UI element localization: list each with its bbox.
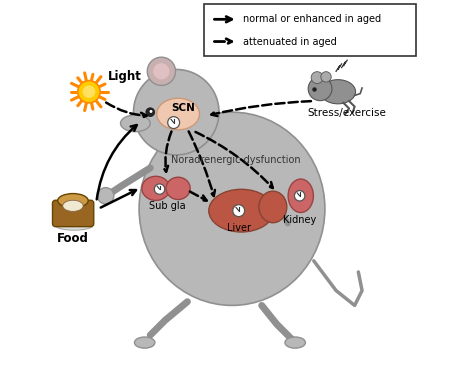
Text: normal or enhanced in aged: normal or enhanced in aged <box>243 14 381 24</box>
Circle shape <box>82 85 95 98</box>
Text: Sub gla: Sub gla <box>148 201 185 211</box>
Circle shape <box>307 77 331 101</box>
Ellipse shape <box>166 177 190 200</box>
Circle shape <box>149 110 152 113</box>
Text: Noradrenergic dysfunction: Noradrenergic dysfunction <box>170 156 300 166</box>
Ellipse shape <box>56 221 93 230</box>
Circle shape <box>167 117 179 129</box>
FancyBboxPatch shape <box>204 4 415 56</box>
Ellipse shape <box>157 123 209 160</box>
Text: attenuated in aged: attenuated in aged <box>243 37 336 47</box>
Ellipse shape <box>134 337 155 348</box>
Circle shape <box>311 72 322 84</box>
Circle shape <box>133 69 219 155</box>
Circle shape <box>153 63 169 79</box>
Ellipse shape <box>142 176 169 200</box>
Ellipse shape <box>288 179 313 213</box>
Ellipse shape <box>208 189 273 232</box>
Circle shape <box>294 191 304 201</box>
Ellipse shape <box>63 200 83 211</box>
Ellipse shape <box>284 337 305 348</box>
Ellipse shape <box>139 112 324 305</box>
Circle shape <box>312 87 316 92</box>
Text: SCN: SCN <box>171 103 194 113</box>
Circle shape <box>147 57 175 85</box>
Circle shape <box>97 188 113 204</box>
Text: Light: Light <box>107 70 141 84</box>
Circle shape <box>232 205 244 217</box>
Text: Stress/exercise: Stress/exercise <box>307 109 386 119</box>
Circle shape <box>78 81 100 103</box>
Circle shape <box>145 107 155 117</box>
Text: Liver: Liver <box>226 223 250 233</box>
Circle shape <box>320 72 331 82</box>
Circle shape <box>154 184 164 194</box>
Ellipse shape <box>258 191 286 223</box>
Text: Food: Food <box>57 232 89 245</box>
Ellipse shape <box>57 194 88 208</box>
Text: Kidney: Kidney <box>282 215 316 225</box>
FancyBboxPatch shape <box>52 200 94 227</box>
Ellipse shape <box>319 80 355 104</box>
Ellipse shape <box>120 115 150 132</box>
Ellipse shape <box>156 98 199 130</box>
